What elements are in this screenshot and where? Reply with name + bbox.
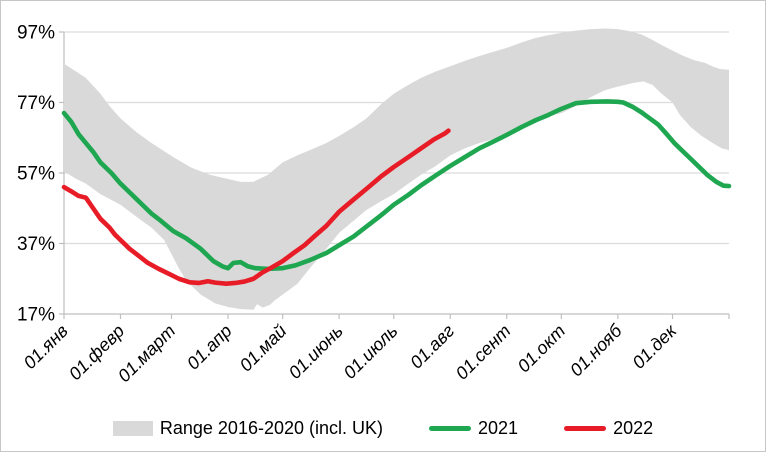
svg-text:01.июнь: 01.июнь	[285, 321, 347, 383]
svg-text:01.янв: 01.янв	[20, 321, 72, 373]
svg-text:57%: 57%	[17, 164, 55, 185]
line-2021-swatch	[429, 426, 472, 431]
svg-text:01.сент: 01.сент	[452, 321, 515, 384]
svg-text:01.июль: 01.июль	[340, 321, 402, 383]
svg-text:37%: 37%	[17, 234, 55, 255]
range-band-swatch	[112, 421, 153, 436]
line-2022-swatch	[564, 426, 607, 431]
legend: Range 2016-2020 (incl. UK) 2021 2022	[1, 418, 765, 439]
series-2022-line	[61, 128, 451, 286]
legend-item-range: Range 2016-2020 (incl. UK)	[112, 418, 384, 439]
svg-text:01.апр: 01.апр	[183, 321, 236, 374]
svg-text:01.дек: 01.дек	[628, 320, 681, 373]
svg-text:77%: 77%	[17, 93, 55, 114]
svg-text:97%: 97%	[17, 23, 55, 44]
legend-label-2021: 2021	[478, 418, 519, 438]
range-2016-2020-band	[64, 28, 729, 310]
legend-item-2022: 2022	[564, 418, 653, 439]
svg-text:01.авг: 01.авг	[406, 321, 458, 373]
svg-text:17%: 17%	[17, 305, 55, 326]
svg-text:01.окт: 01.окт	[514, 321, 570, 377]
series-2021-line	[61, 99, 732, 272]
legend-label-2022: 2022	[613, 418, 654, 438]
y-axis-labels: 17% 37% 57% 77% 97%	[17, 23, 55, 326]
legend-label-range: Range 2016-2020 (incl. UK)	[159, 418, 384, 438]
svg-text:01.май: 01.май	[236, 321, 291, 376]
legend-item-2021: 2021	[429, 418, 518, 439]
svg-text:01.нояб: 01.нояб	[566, 320, 626, 380]
